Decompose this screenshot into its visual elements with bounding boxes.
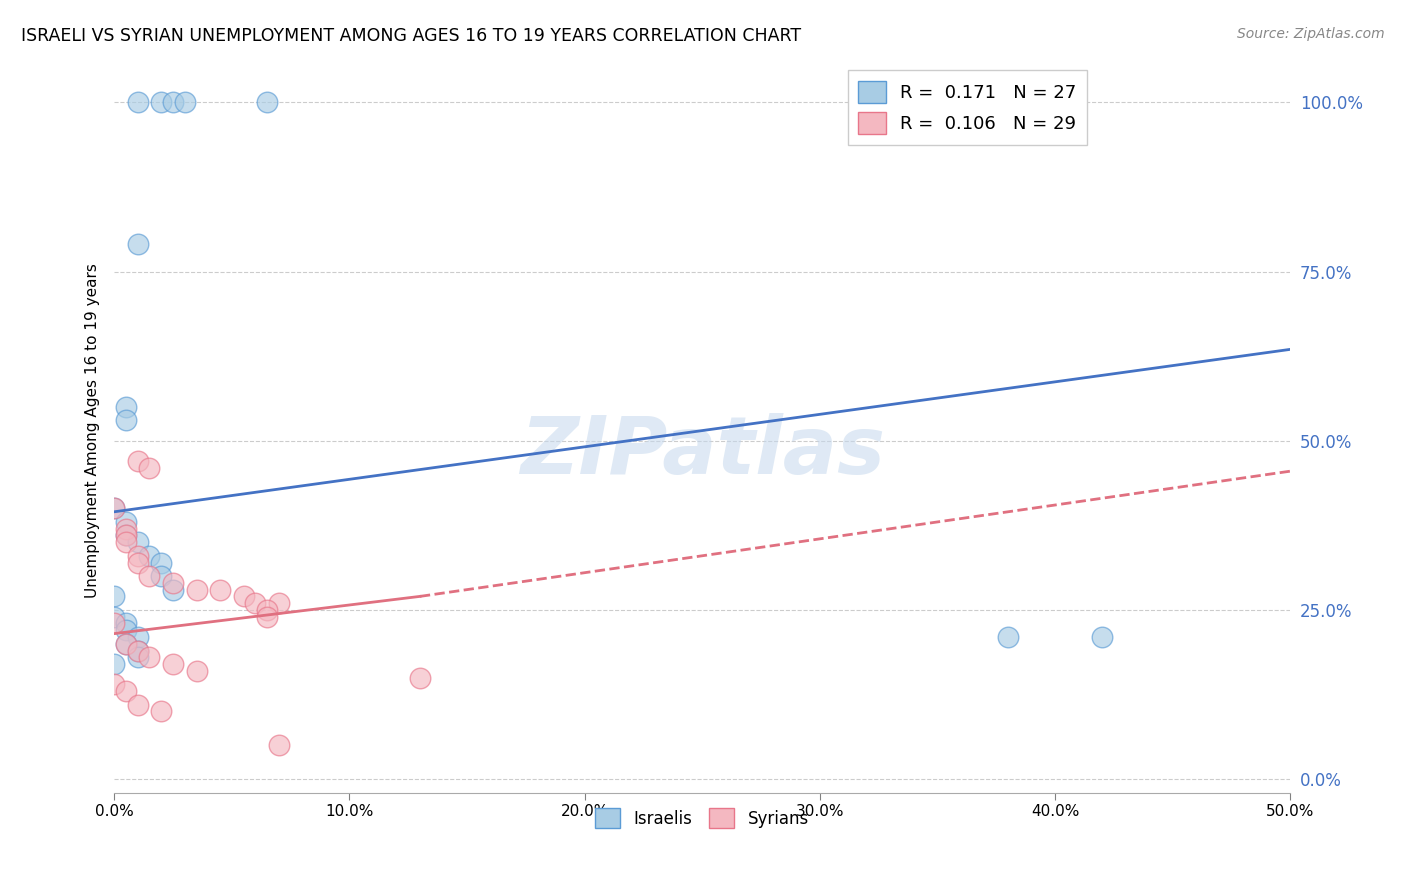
Point [103,501,125,516]
Point [162,657,184,671]
Point [115,535,138,549]
Point [208,582,231,597]
Point [115,637,138,651]
Point [267,739,290,753]
Point [138,549,160,563]
Point [162,575,184,590]
Point [127,549,149,563]
Point [127,630,149,644]
Point [127,556,149,570]
Point [127,95,149,110]
Point [138,650,160,665]
Point [162,95,184,110]
Point [115,413,138,427]
Point [127,535,149,549]
Point [127,237,149,252]
Point [115,522,138,536]
Point [115,528,138,542]
Y-axis label: Unemployment Among Ages 16 to 19 years: Unemployment Among Ages 16 to 19 years [86,263,100,598]
Point [127,698,149,712]
Point [103,501,125,516]
Point [115,616,138,631]
Point [103,657,125,671]
Point [115,637,138,651]
Point [150,95,173,110]
Point [245,596,267,610]
Point [115,528,138,542]
Point [138,569,160,583]
Point [997,630,1019,644]
Point [150,556,173,570]
Point [267,596,290,610]
Point [232,590,254,604]
Text: Source: ZipAtlas.com: Source: ZipAtlas.com [1237,27,1385,41]
Point [256,609,278,624]
Point [162,582,184,597]
Point [150,705,173,719]
Point [127,643,149,657]
Point [409,671,432,685]
Text: ZIPatlas: ZIPatlas [520,413,884,491]
Point [256,95,278,110]
Point [256,603,278,617]
Point [115,684,138,698]
Point [103,616,125,631]
Point [103,677,125,691]
Point [173,95,195,110]
Text: ISRAELI VS SYRIAN UNEMPLOYMENT AMONG AGES 16 TO 19 YEARS CORRELATION CHART: ISRAELI VS SYRIAN UNEMPLOYMENT AMONG AGE… [21,27,801,45]
Point [186,664,208,678]
Point [127,650,149,665]
Point [1091,630,1114,644]
Point [103,590,125,604]
Point [115,515,138,529]
Legend: Israelis, Syrians: Israelis, Syrians [589,801,815,835]
Point [127,643,149,657]
Point [186,582,208,597]
Point [115,624,138,638]
Point [115,400,138,414]
Point [127,454,149,468]
Point [150,569,173,583]
Point [103,609,125,624]
Point [138,460,160,475]
